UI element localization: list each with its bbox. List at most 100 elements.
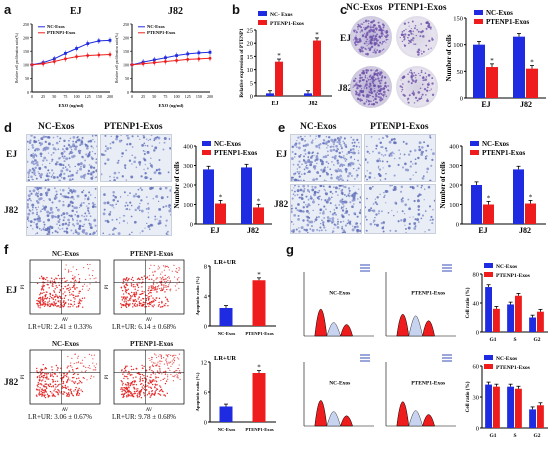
colony [373, 39, 375, 42]
cell-dot [168, 205, 171, 209]
cell-event [149, 376, 151, 379]
cell-event [39, 296, 42, 299]
cell-dot [305, 204, 307, 206]
cell-event [86, 285, 88, 287]
cell-dot [329, 168, 332, 171]
colony [414, 96, 418, 99]
cell-event [93, 365, 95, 367]
colony [352, 86, 354, 88]
cell-dot [340, 189, 344, 192]
cell-dot [54, 162, 58, 166]
cell-dot [322, 210, 325, 213]
cell-event [89, 367, 91, 369]
cell-dot [303, 149, 306, 152]
cell-dot [334, 204, 337, 207]
cell-dot [146, 144, 149, 147]
cell-dot [297, 136, 300, 139]
cell-dot [61, 223, 65, 226]
cell-event [35, 394, 38, 396]
cell-dot [31, 203, 35, 207]
cell-dot [381, 160, 384, 163]
cell-dot [353, 194, 356, 197]
cell-dot [147, 206, 150, 210]
cell-dot [307, 156, 310, 158]
colony [423, 87, 427, 91]
cell-event [139, 391, 142, 393]
cell-event [62, 380, 65, 383]
y-tick-label: 15 [247, 54, 254, 61]
bar [203, 169, 214, 224]
cell-dot [306, 143, 309, 147]
colony [370, 45, 374, 49]
cell-dot [169, 189, 171, 192]
cell-dot [356, 174, 359, 177]
cell-dot [296, 189, 300, 193]
cell-dot [32, 154, 34, 157]
y-tick-label: 200 [123, 35, 129, 40]
cell-event [83, 377, 86, 379]
cell-dot [365, 215, 367, 219]
cell-dot [158, 200, 160, 202]
cell-dot [166, 196, 169, 198]
colony [401, 40, 404, 43]
cell-dot [336, 141, 339, 144]
y-tick-label: 0 [190, 222, 193, 229]
cell-dot [316, 191, 319, 194]
colony [381, 23, 385, 26]
cell-event [61, 277, 63, 280]
s-phase-area [408, 315, 423, 337]
cell-event [147, 292, 150, 295]
cell-dot [320, 199, 323, 201]
cell-event [42, 363, 44, 366]
cell-dot [152, 197, 155, 200]
colony [355, 92, 358, 94]
cell-event [153, 287, 155, 289]
cell-dot [335, 176, 339, 180]
cell-event [178, 364, 180, 366]
cell-event [41, 368, 44, 371]
cell-dot [297, 179, 300, 181]
colony [384, 35, 386, 37]
cell-dot [51, 214, 54, 218]
cell-event [124, 390, 127, 393]
colony [401, 88, 404, 91]
cell-dot [340, 145, 343, 148]
colony [374, 97, 377, 101]
panel-f-row-label-j82: J82 [4, 378, 19, 388]
colony [407, 101, 410, 104]
cell-dot [319, 143, 322, 146]
cell-dot [343, 142, 346, 145]
cell-event [47, 378, 50, 380]
cell-event [49, 303, 51, 305]
cell-dot [47, 142, 51, 146]
cell-dot [333, 223, 336, 226]
cell-event [150, 295, 152, 297]
colony [408, 42, 410, 45]
cell-dot [424, 157, 428, 160]
cell-dot [417, 208, 420, 211]
cell-event [157, 392, 159, 395]
cell-dot [52, 144, 54, 146]
colony [412, 40, 414, 42]
cell-dot [156, 218, 158, 220]
cell-dot [331, 230, 335, 233]
cell-dot [149, 162, 152, 165]
cell-dot [319, 195, 321, 198]
y-tick-label: 0 [127, 90, 129, 95]
cell-dot [55, 141, 59, 145]
cell-event [36, 299, 38, 302]
colony [367, 20, 370, 22]
cell-dot [112, 191, 115, 194]
colony [365, 83, 368, 86]
bar [252, 373, 266, 422]
y-tick-label: 150 [123, 49, 129, 54]
cell-event [59, 297, 62, 299]
cell-event [162, 305, 164, 308]
colony [361, 99, 364, 102]
cell-dot [34, 206, 37, 209]
cell-dot [293, 214, 296, 217]
cell-dot [333, 143, 335, 146]
cell-dot [389, 229, 392, 232]
cell-event [162, 279, 164, 281]
